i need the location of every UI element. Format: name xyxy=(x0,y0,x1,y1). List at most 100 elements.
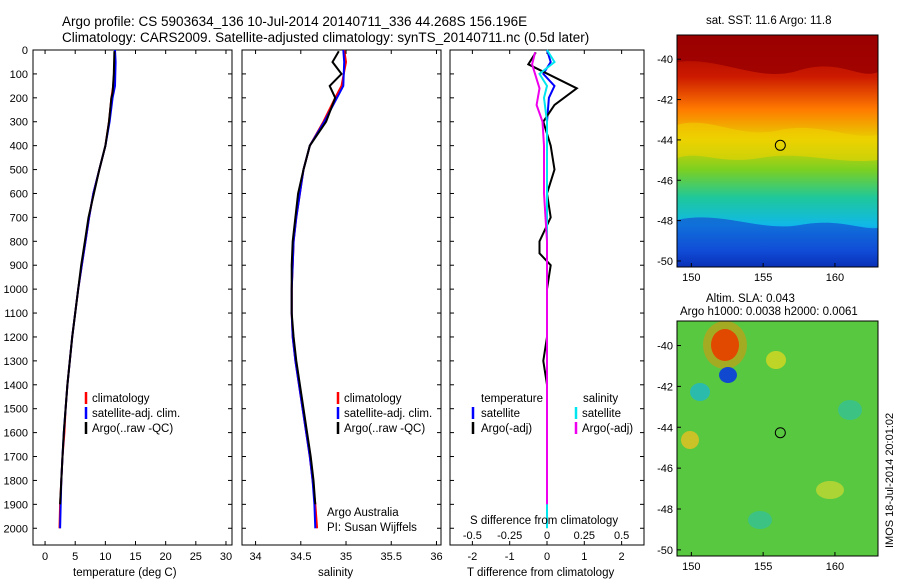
depth-tick-label: 200 xyxy=(10,93,28,105)
sla-map-frame xyxy=(676,320,879,557)
temperature-series xyxy=(58,49,117,529)
s-tick-label: 0.5 xyxy=(614,530,629,542)
series-line-argorawqc xyxy=(59,51,116,505)
x-tick-label: 35 xyxy=(340,551,352,563)
x-tick-label: 15 xyxy=(129,551,141,563)
sla-low-anomaly-2 xyxy=(690,383,710,401)
map-y-tick-label: -40 xyxy=(657,341,673,353)
depth-tick-label: 1800 xyxy=(4,475,28,487)
x-tick-label: 10 xyxy=(99,551,111,563)
temperature-legend: climatology satellite-adj. clim. Argo(..… xyxy=(84,392,180,435)
sla-high-anomaly-3 xyxy=(681,431,699,449)
temperature-axis-label: temperature (deg C) xyxy=(73,567,177,579)
map-y-tick-label: -44 xyxy=(657,422,673,434)
legend-label-satellite: satellite-adj. clim. xyxy=(92,408,180,420)
map-y-tick-label: -48 xyxy=(657,216,673,228)
s-tick-label: 0 xyxy=(544,530,550,542)
argo-location-marker xyxy=(774,427,786,439)
salinity-series xyxy=(290,49,348,529)
map-y-tick-label: -48 xyxy=(657,504,673,516)
t-difference-axis-label: T difference from climatology xyxy=(467,567,614,579)
figure-title-line-2: Climatology: CARS2009. Satellite-adjuste… xyxy=(62,30,590,45)
credit-line-2: PI: Susan Wijffels xyxy=(327,522,417,534)
depth-tick-label: 1200 xyxy=(4,332,28,344)
sst-warm-region xyxy=(677,35,878,74)
argo-location-marker xyxy=(774,139,786,151)
legend-label-climatology: climatology xyxy=(344,393,402,405)
x-tick-label: 2 xyxy=(619,551,625,563)
legend-label-satellite-salinity: satellite xyxy=(582,408,621,420)
x-tick-label: 25 xyxy=(190,551,202,563)
map-x-tick-label: 155 xyxy=(754,561,772,573)
difference-series xyxy=(526,49,579,529)
legend-label-argo: Argo(-adj) xyxy=(481,423,532,435)
sla-low-anomaly-3 xyxy=(838,400,862,420)
imos-timestamp-label: IMOS 18-Jul-2014 20:01:02 xyxy=(884,413,896,548)
x-tick-label: 0 xyxy=(42,551,48,563)
depth-tick-label: 900 xyxy=(10,260,28,272)
map-y-tick-label: -44 xyxy=(657,135,673,147)
sst-cold-region xyxy=(677,217,878,267)
map-y-tick-label: -50 xyxy=(657,545,673,557)
x-tick-label: 34.5 xyxy=(290,551,311,563)
s-tick-label: -0.5 xyxy=(463,530,482,542)
map-y-tick-label: -42 xyxy=(657,381,673,393)
salinity-axis-label: salinity xyxy=(318,567,353,579)
depth-tick-label: 800 xyxy=(10,236,28,248)
sla-high-anomaly-4 xyxy=(816,481,844,499)
depth-tick-label: 0 xyxy=(22,45,28,57)
x-tick-label: 0 xyxy=(544,551,550,563)
map-y-tick-label: -46 xyxy=(657,463,673,475)
depth-tick-label: 1600 xyxy=(4,428,28,440)
legend-heading-temperature: temperature xyxy=(481,393,543,405)
depth-tick-label: 300 xyxy=(10,117,28,129)
sst-front xyxy=(677,122,878,162)
map-y-tick-label: -50 xyxy=(657,256,673,268)
x-tick-label: 36 xyxy=(430,551,442,563)
depth-tick-label: 100 xyxy=(10,69,28,81)
figure-title-line-1: Argo profile: CS 5903634_136 10-Jul-2014… xyxy=(62,14,528,29)
sla-map xyxy=(677,321,878,556)
map-x-tick-label: 150 xyxy=(682,272,700,284)
sla-low-anomaly xyxy=(719,367,737,383)
legend-label-climatology: climatology xyxy=(92,393,150,405)
s-tick-label: -0.25 xyxy=(497,530,522,542)
depth-tick-label: 1300 xyxy=(4,356,28,368)
legend-label-argo: Argo(..raw -QC) xyxy=(92,423,173,435)
depth-tick-label: 1700 xyxy=(4,452,28,464)
x-tick-label: 34 xyxy=(249,551,261,563)
sla-map-title: Altim. SLA: 0.043 xyxy=(706,293,795,305)
s-tick-label: 0.25 xyxy=(574,530,595,542)
x-tick-label: 35.5 xyxy=(381,551,402,563)
salinity-difference-legend: salinity satellite Argo(-adj) xyxy=(574,393,633,435)
depth-tick-label: 1100 xyxy=(4,308,28,320)
sla-high-anomaly-2 xyxy=(766,351,786,369)
depth-tick-label: 600 xyxy=(10,188,28,200)
sst-map-frame xyxy=(676,34,879,268)
legend-label-argo-salinity: Argo(-adj) xyxy=(582,423,633,435)
salinity-plot-frame xyxy=(241,49,442,546)
sla-low-anomaly-4 xyxy=(748,511,772,529)
sla-high-halo xyxy=(703,321,747,369)
depth-tick-label: 1000 xyxy=(4,284,28,296)
temperature-difference-legend: temperature satellite Argo(-adj) xyxy=(471,393,543,435)
legend-heading-salinity: salinity xyxy=(583,393,618,405)
series-line-argoadj xyxy=(531,52,548,505)
depth-tick-label: 2000 xyxy=(4,523,28,535)
map-y-tick-label: -46 xyxy=(657,175,673,187)
depth-tick-label: 1900 xyxy=(4,499,28,511)
map-x-tick-label: 150 xyxy=(682,561,700,573)
x-tick-label: 30 xyxy=(220,551,232,563)
map-x-tick-label: 160 xyxy=(826,272,844,284)
map-y-tick-label: -40 xyxy=(657,54,673,66)
depth-tick-label: 700 xyxy=(10,212,28,224)
sst-map xyxy=(677,35,878,267)
x-tick-label: 20 xyxy=(160,551,172,563)
x-tick-label: -2 xyxy=(467,551,477,563)
series-line-argorawqc xyxy=(290,50,343,505)
sla-map-subtitle: Argo h1000: 0.0038 h2000: 0.0061 xyxy=(680,306,858,318)
legend-label-satellite: satellite xyxy=(481,408,520,420)
map-x-tick-label: 160 xyxy=(826,561,844,573)
x-tick-label: -1 xyxy=(505,551,515,563)
